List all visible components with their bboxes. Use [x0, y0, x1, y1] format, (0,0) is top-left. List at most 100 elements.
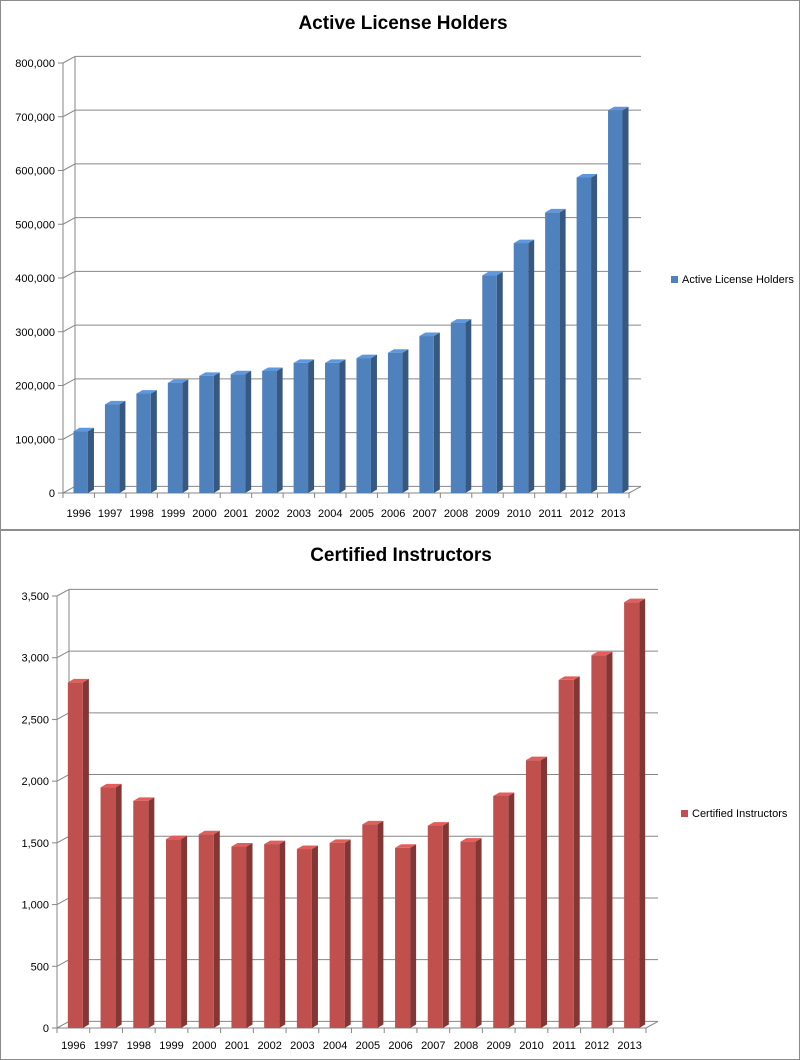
- bar-front: [325, 362, 340, 493]
- bar-top: [293, 359, 315, 363]
- x-tick-label: 1996: [61, 1040, 85, 1052]
- bar-front: [296, 849, 312, 1028]
- x-tick-label: 2006: [381, 508, 405, 520]
- bar-1999: [166, 835, 188, 1028]
- bar-side: [508, 792, 515, 1028]
- bar-side: [148, 797, 155, 1028]
- bar-top: [608, 106, 629, 111]
- bar-side: [115, 783, 122, 1028]
- bar-2005: [356, 354, 377, 493]
- x-tick-label: 2012: [585, 1040, 609, 1052]
- chart-title: Certified Instructors: [310, 545, 492, 566]
- bar-front: [419, 336, 434, 493]
- gridline-depth: [56, 1020, 70, 1029]
- bar-2002: [262, 367, 283, 493]
- y-tick-label: 500: [31, 961, 49, 973]
- certified-instructors-svg: Certified Instructors 0 500 1,000 1,500 2,000…: [21, 545, 787, 1052]
- gridline-depth: [62, 378, 76, 386]
- bar-front: [576, 177, 592, 494]
- bar-front: [591, 655, 607, 1028]
- bar-2003: [296, 845, 318, 1028]
- y-tick-label: 1,500: [21, 838, 49, 850]
- bar-top: [460, 838, 482, 842]
- bar-2006: [387, 349, 409, 493]
- bar-side: [639, 598, 646, 1028]
- y-tick-label: 700,000: [15, 112, 55, 124]
- y-tick-label: 200,000: [15, 381, 55, 393]
- x-tick-label: 2013: [601, 508, 625, 520]
- x-tick-label: 2000: [192, 1040, 216, 1052]
- bar-2004: [325, 359, 346, 493]
- x-tick-label: 2005: [356, 1040, 380, 1052]
- y-tick-label: 2,000: [21, 776, 49, 788]
- bar-2010: [513, 239, 535, 493]
- bar-front: [293, 362, 309, 493]
- bar-top: [199, 372, 220, 376]
- bar-top: [296, 845, 318, 850]
- bar-front: [100, 787, 116, 1028]
- chart-title: Active License Holders: [298, 13, 507, 34]
- bar-front: [104, 404, 120, 493]
- bar-top: [387, 349, 409, 353]
- gridline-depth: [56, 588, 70, 597]
- bar-top: [100, 783, 122, 788]
- bar-side: [246, 843, 253, 1028]
- y-tick-label: 3,000: [21, 653, 49, 665]
- bar-top: [264, 840, 286, 845]
- bar-1999: [167, 379, 189, 493]
- gridline-depth: [56, 650, 70, 659]
- bar-2001: [231, 843, 253, 1028]
- certified-instructors-chart: Certified Instructors 0 500 1,000 1,500 2,000…: [0, 530, 800, 1060]
- y-tick-label: 600,000: [15, 166, 55, 178]
- bar-side: [410, 844, 417, 1028]
- y-tick-label: 800,000: [15, 58, 55, 70]
- bar-top: [198, 830, 220, 835]
- bar-2011: [545, 208, 566, 494]
- bar-side: [465, 319, 472, 493]
- bar-side: [213, 372, 220, 493]
- bar-top: [362, 820, 384, 825]
- bar-2001: [230, 370, 252, 493]
- bar-side: [475, 838, 482, 1028]
- x-tick-label: 2004: [318, 508, 342, 520]
- gridline-depth: [62, 432, 76, 440]
- gridline-depth: [56, 959, 70, 967]
- bar-side: [82, 678, 89, 1028]
- bar-front: [329, 842, 345, 1028]
- bar-top: [525, 756, 547, 761]
- bar-side: [308, 359, 315, 493]
- bar-side: [559, 208, 566, 494]
- bar-front: [450, 322, 466, 493]
- bar-2008: [450, 319, 472, 493]
- bar-top: [356, 354, 377, 359]
- bar-2004: [329, 839, 351, 1028]
- bar-2012: [576, 173, 598, 494]
- x-tick-label: 2010: [519, 1040, 543, 1052]
- bar-top: [231, 843, 253, 847]
- gridline-depth: [56, 897, 70, 906]
- bar-2000: [199, 372, 220, 493]
- bar-2011: [558, 676, 580, 1028]
- bar-front: [387, 352, 403, 493]
- bar-2005: [362, 820, 384, 1028]
- x-tick-label: 2006: [388, 1040, 412, 1052]
- x-tick-label: 2011: [539, 508, 563, 520]
- bar-2006: [395, 844, 417, 1028]
- bar-front: [198, 834, 214, 1028]
- bar-side: [433, 332, 440, 493]
- bar-top: [325, 359, 346, 363]
- bar-side: [150, 390, 157, 493]
- y-tick-label: 2,500: [21, 714, 49, 726]
- bar-top: [104, 400, 126, 405]
- bar-front: [230, 374, 246, 493]
- bar-front: [231, 846, 247, 1028]
- bar-front: [624, 602, 640, 1028]
- gridline-depth: [62, 217, 76, 225]
- bar-2012: [591, 651, 613, 1028]
- bar-front: [356, 358, 371, 493]
- bar-front: [558, 679, 574, 1028]
- x-tick-label: 2005: [349, 508, 373, 520]
- bar-side: [573, 676, 580, 1028]
- bar-front: [73, 431, 88, 493]
- y-tick-label: 3,500: [21, 591, 49, 603]
